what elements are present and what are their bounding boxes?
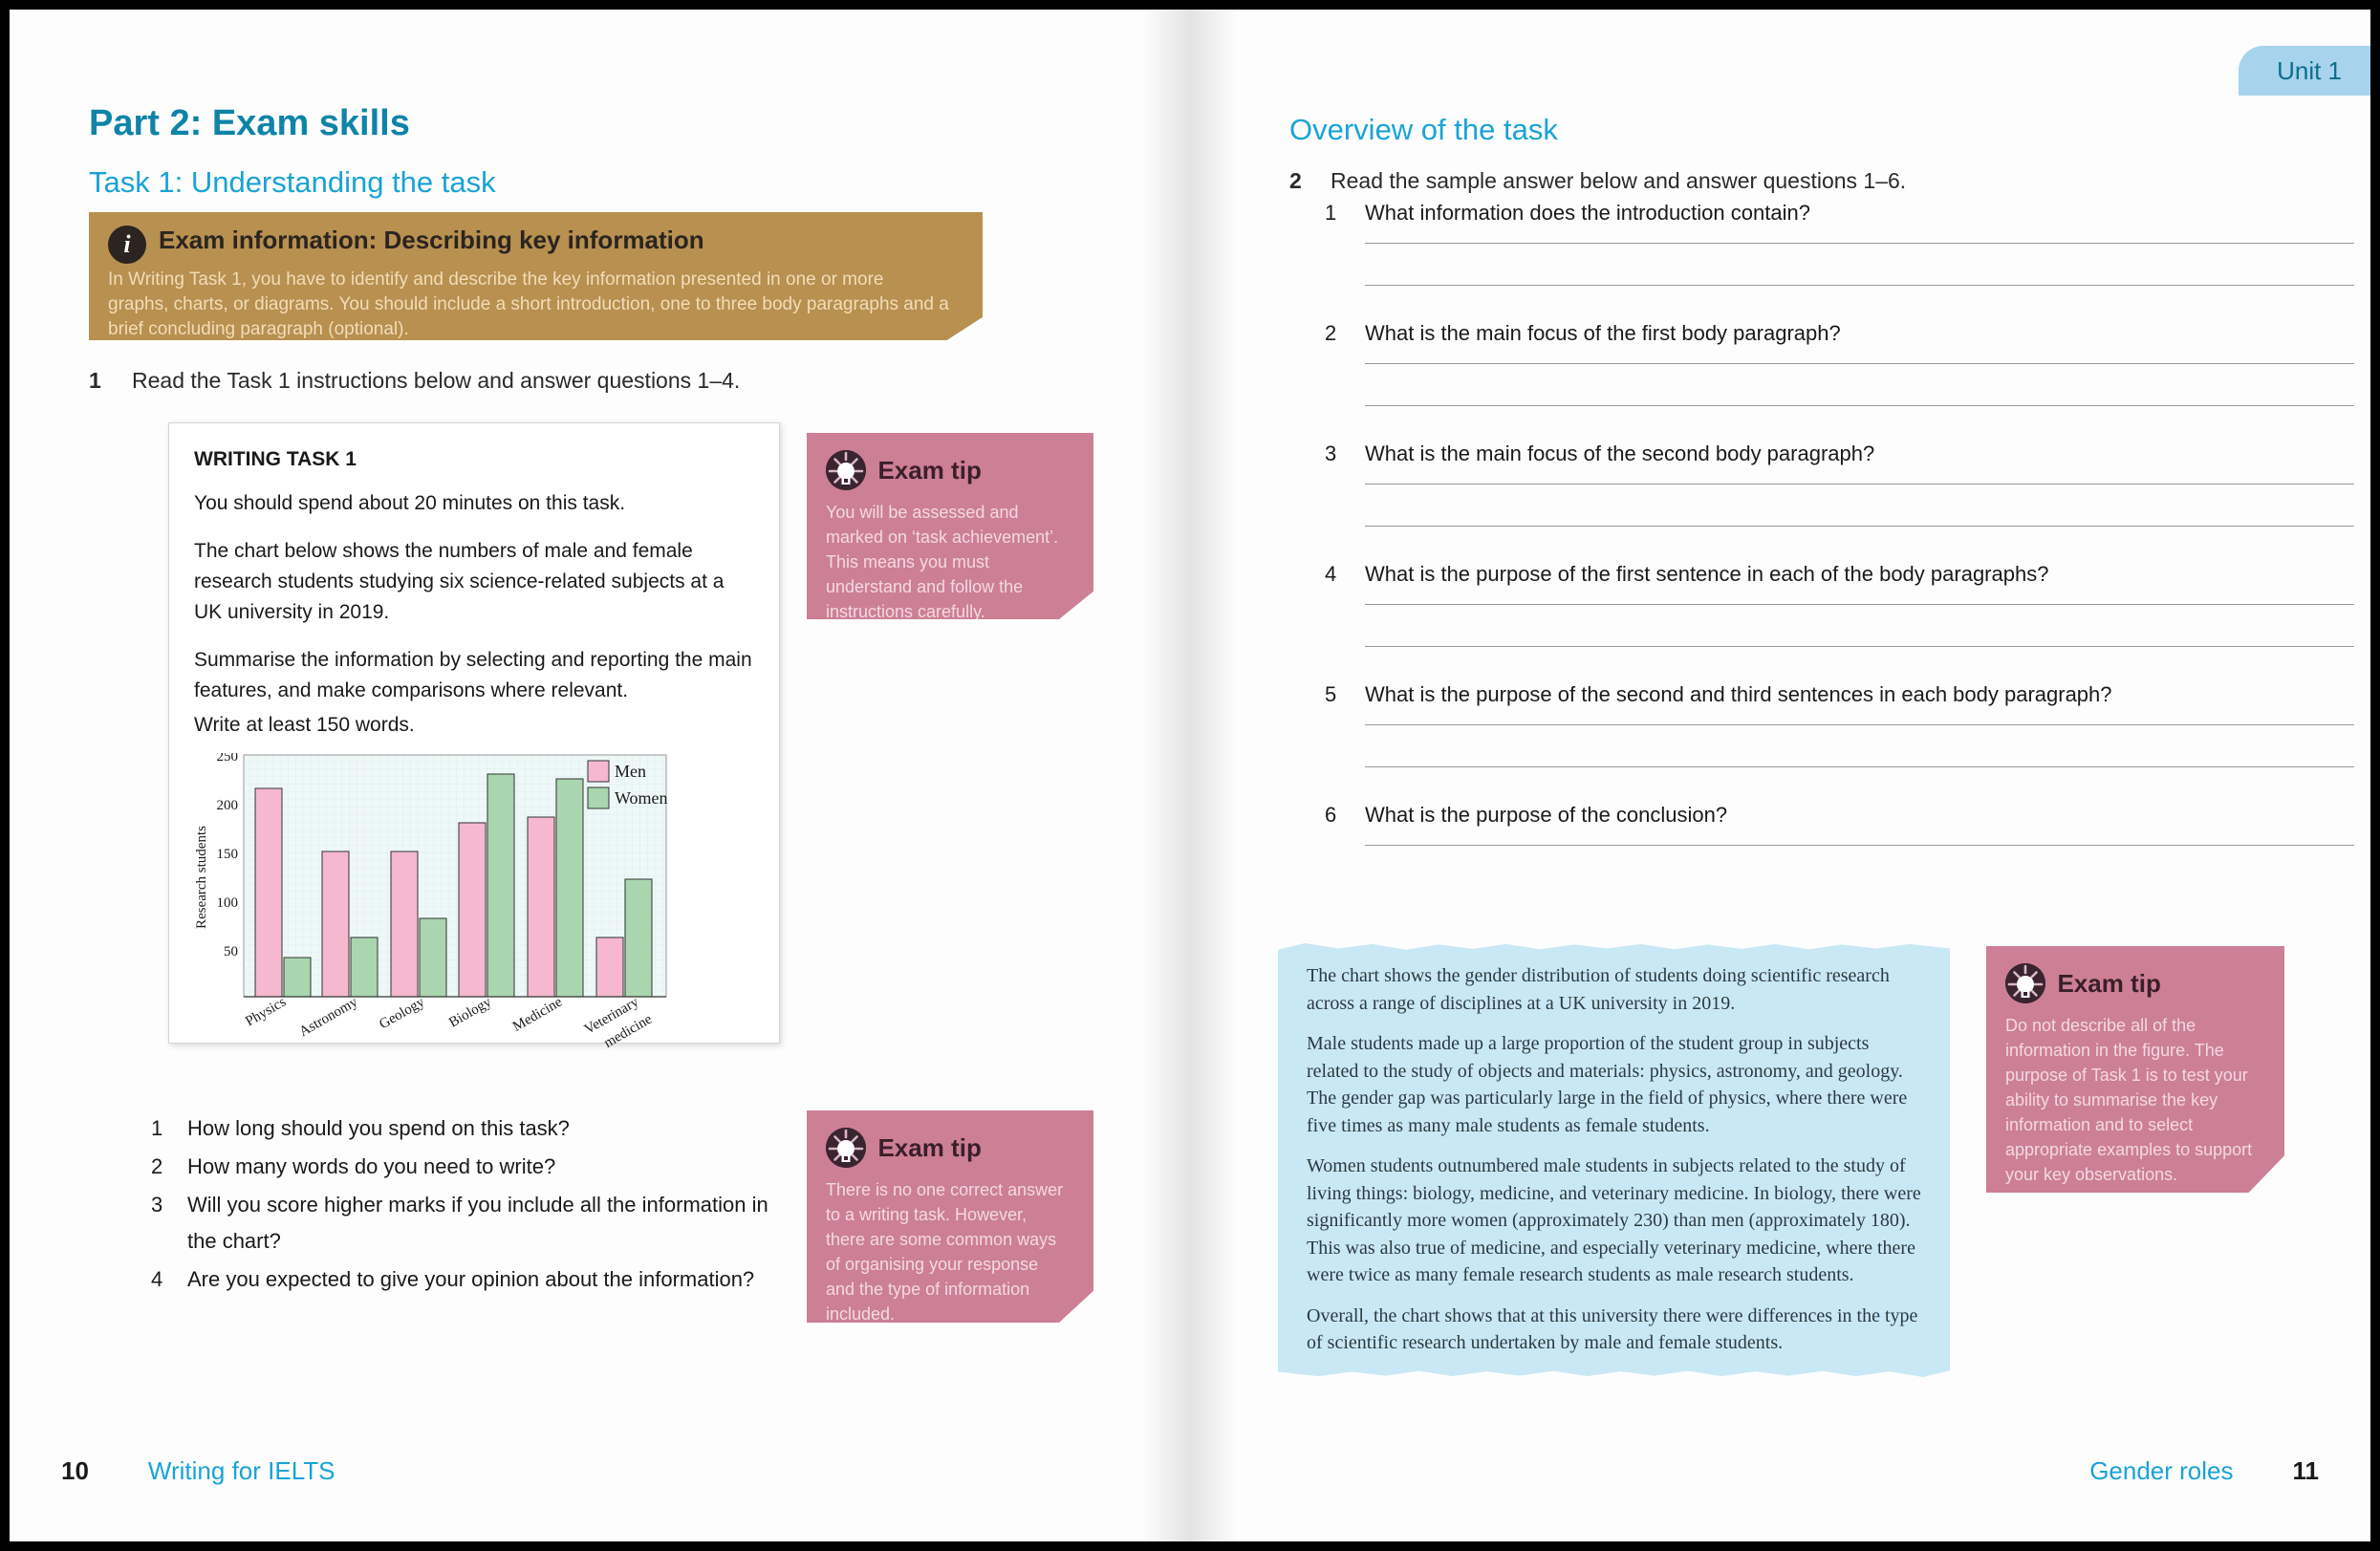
svg-text:Biology: Biology (446, 994, 494, 1030)
svg-text:Physics: Physics (243, 995, 289, 1030)
svg-text:100: 100 (217, 895, 239, 911)
svg-text:Men: Men (615, 762, 646, 781)
svg-text:Research students: Research students (194, 826, 209, 929)
svg-text:Geology: Geology (377, 994, 427, 1032)
svg-text:Medicine: Medicine (510, 994, 565, 1034)
svg-text:50: 50 (224, 944, 238, 959)
svg-text:Astronomy: Astronomy (297, 994, 361, 1040)
svg-text:200: 200 (217, 798, 239, 813)
svg-text:250: 250 (217, 753, 239, 765)
svg-text:150: 150 (217, 847, 239, 862)
svg-text:Women: Women (615, 788, 668, 808)
